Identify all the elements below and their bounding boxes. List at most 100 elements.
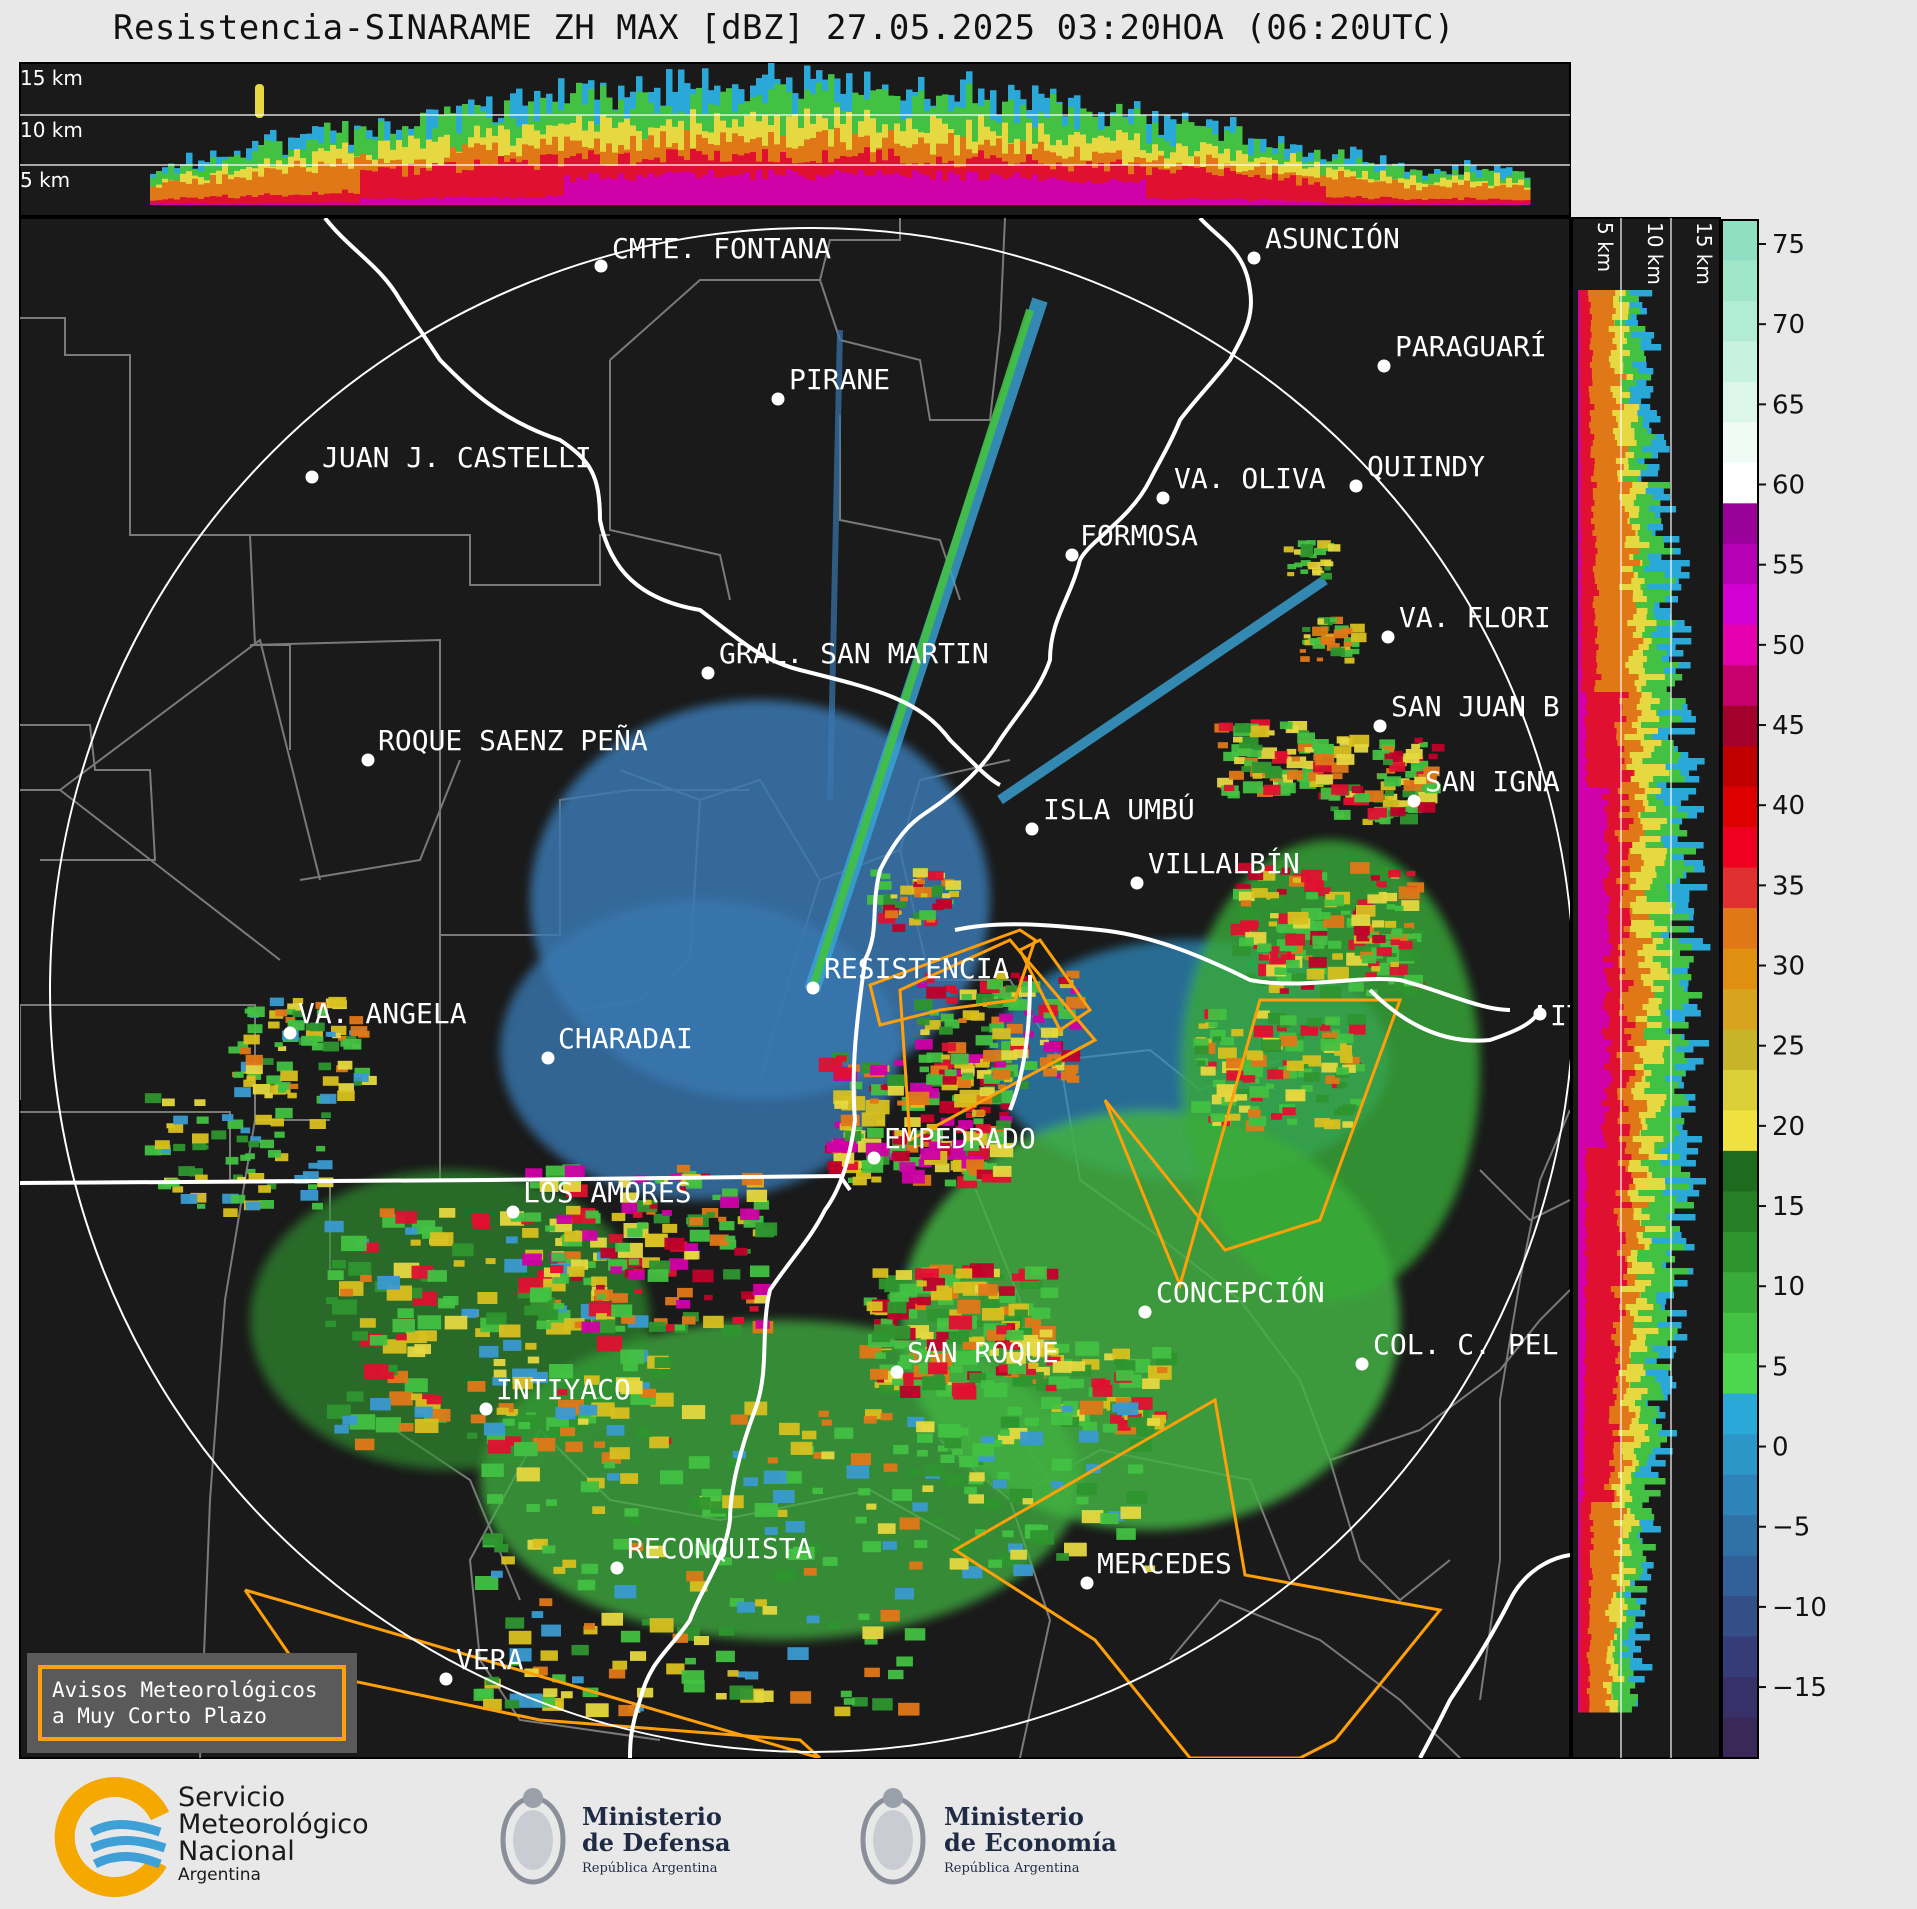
top-cross-section-cell [1440,203,1447,205]
right-cross-section-cell [1578,1682,1603,1689]
top-cross-section-cell [474,159,481,205]
colorbar-segment [1722,786,1758,828]
right-cross-section-cell [1578,596,1633,603]
right-cross-section-cell [1578,908,1609,915]
right-cross-section-cell [1578,1508,1627,1515]
top-cross-section-cell [1380,181,1387,205]
right-cross-section-cell [1578,572,1582,579]
city-label: QUIINDY [1367,450,1485,483]
top-cross-section-cell [732,176,739,205]
right-cross-section-cell [1578,1076,1613,1083]
right-cross-section-cell [1578,290,1580,297]
city-marker [1373,719,1387,733]
right-cross-section-cell [1578,662,1598,669]
right-cross-section-cell [1578,1100,1602,1107]
right-cross-section-cell [1578,1688,1587,1695]
right-cross-section-cell [1578,1028,1602,1035]
right-cross-section-cell [1578,350,1611,357]
top-cross-section-cell [762,178,769,205]
right-cross-section-cell [1578,446,1581,453]
top-cross-section-cell [450,162,457,205]
right-cross-section-cell [1578,620,1582,627]
top-cross-section-cell [846,172,853,205]
top-cross-section-cell [822,177,829,205]
city-label: COL. C. PEL [1373,1328,1558,1361]
top-cross-section-cell [390,197,397,205]
right-cross-section-cell [1578,1316,1620,1323]
right-cross-section-cell [1578,632,1598,639]
colorbar-tick-label: 45 [1772,711,1805,741]
right-cross-section-cell [1578,1658,1607,1665]
right-cross-section-cell [1578,1514,1590,1521]
colorbar-segment [1722,503,1758,545]
right-cross-section-cell [1578,740,1618,747]
right-cross-section-cell [1578,386,1611,393]
top-cross-section-cell [714,177,721,205]
right-cross-section-cell [1578,968,1605,975]
right-cross-section-cell [1578,734,1617,741]
top-cross-section-cell [414,174,421,205]
top-cross-section-cell [1392,179,1399,205]
right-cross-section-cell [1578,1304,1586,1311]
top-cross-section-cell [174,203,181,205]
right-cross-section-cell [1578,290,1616,297]
right-cross-section-cell [1578,1370,1586,1377]
top-cross-section-cell [240,177,247,205]
top-cross-section-cell [408,163,415,205]
top-cross-section-cell [1116,180,1123,205]
right-cross-section-cell [1578,590,1633,597]
right-cross-section-cell [1578,1250,1585,1257]
top-cross-section-cell [1272,173,1279,205]
right-cross-section-cell [1578,572,1634,579]
right-cross-section-cell [1578,1634,1592,1641]
top-cross-section-cell [270,202,277,205]
top-cross-section-cell [780,175,787,205]
top-cross-section-cell [1350,203,1357,205]
right-cross-section-cell [1578,1496,1615,1503]
top-cross-section-cell [234,198,241,205]
top-cross-section-cell [552,196,559,205]
right-cross-section-cell [1578,662,1626,669]
right-cross-section-cell [1578,770,1634,777]
colorbar-segment [1722,1636,1758,1678]
top-cross-section-cell [1098,183,1105,205]
right-cross-section-cell [1578,542,1581,549]
colorbar-tick-label: −15 [1772,1673,1827,1703]
right-cross-section-cell [1578,482,1582,489]
top-cross-section-cell [294,202,301,205]
top-cross-section-cell [1524,204,1531,205]
city-label: VA. ANGELA [298,997,467,1030]
right-cross-section-cell [1578,1580,1617,1587]
city-label: VERA [456,1643,524,1676]
right-cross-section-cell [1578,578,1595,585]
right-cross-section-cell [1578,542,1625,549]
top-cross-section-cell [1260,178,1267,205]
top-cross-section-cell [1488,188,1495,205]
top-cross-section-cell [1410,203,1417,205]
right-cross-section-cell [1578,596,1581,603]
right-cross-section-cell [1578,578,1632,585]
top-cross-section-cell [1146,198,1153,205]
top-cross-section-cell [240,196,247,205]
colorbar-tick-label: 15 [1772,1192,1805,1222]
right-cross-section-cell [1578,422,1618,429]
right-cross-section-cell [1578,1286,1585,1293]
top-cross-section-cell [492,196,499,205]
right-cross-section-cell [1578,374,1581,381]
top-cross-section-cell [1326,203,1333,205]
right-cross-section-cell [1578,296,1581,303]
top-cross-section-cell [408,199,415,205]
right-cross-section-cell [1578,1526,1591,1533]
right-cross-section-cell [1578,482,1597,489]
top-cross-section-cell [210,175,217,205]
right-cross-section-cell [1578,776,1631,783]
top-cross-section-cell [474,197,481,205]
top-cross-section-cell [1224,198,1231,205]
right-cross-section-cell [1578,638,1582,645]
top-cross-section-cell [1032,174,1039,205]
right-cross-section-cell [1578,1382,1618,1389]
right-cross-section-cell [1578,848,1609,855]
right-cross-section-cell [1578,506,1592,513]
top-cross-section-cell [1506,203,1513,205]
colorbar-segment [1722,1029,1758,1071]
